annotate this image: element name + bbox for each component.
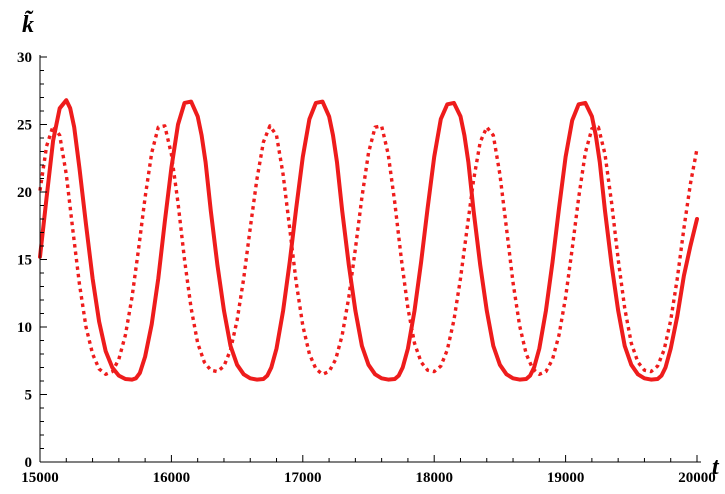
x-axis-title: t [712, 454, 720, 480]
y-tick-label: 20 [17, 185, 32, 201]
x-tick-label: 17000 [284, 470, 322, 486]
y-tick-label: 10 [17, 320, 32, 336]
y-tick-label: 15 [17, 253, 32, 269]
y-tick-label: 0 [25, 455, 33, 471]
x-tick-label: 18000 [415, 470, 453, 486]
plot-series [38, 98, 699, 382]
x-tick-label: 20000 [678, 470, 716, 486]
y-tick-label: 30 [17, 50, 32, 66]
x-tick-label: 19000 [547, 470, 585, 486]
tick-labels: 15000 16000 17000 18000 19000 20000 0 5 10 15 20 25… [17, 50, 716, 486]
axes [39, 55, 701, 463]
x-tick-label: 16000 [153, 470, 191, 486]
y-tick-label: 25 [17, 118, 32, 134]
x-tick-label: 15000 [21, 470, 59, 486]
y-axis-title: k̃ [22, 12, 34, 38]
y-tick-label: 5 [25, 388, 33, 404]
series-line-1-solid [38, 98, 699, 382]
